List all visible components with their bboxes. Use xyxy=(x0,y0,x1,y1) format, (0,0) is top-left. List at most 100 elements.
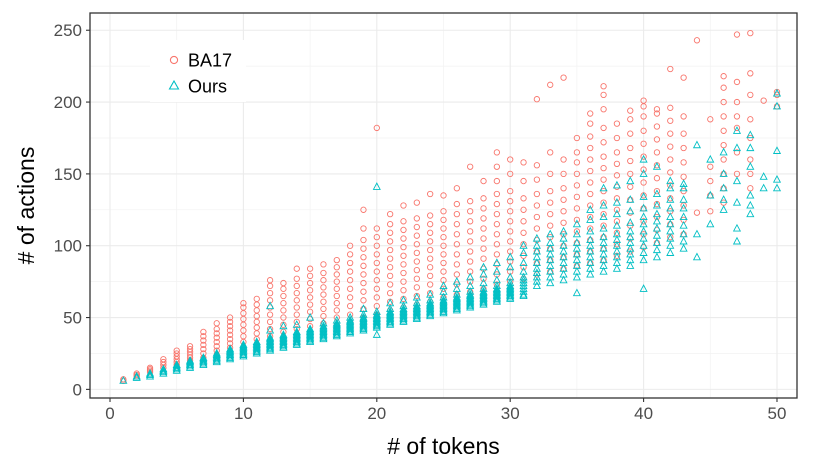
point-ours xyxy=(639,219,648,228)
point-ours xyxy=(586,215,595,223)
point-ba17 xyxy=(440,225,447,232)
point-ours xyxy=(746,130,755,139)
point-ba17 xyxy=(467,228,474,235)
point-ours xyxy=(466,281,475,289)
point-ours xyxy=(546,249,555,258)
point-ours xyxy=(479,269,488,278)
point-ours xyxy=(546,238,555,246)
point-ours xyxy=(532,264,541,272)
point-ours xyxy=(599,249,608,258)
point-ours xyxy=(372,330,381,338)
point-ours xyxy=(332,315,341,324)
point-ba17 xyxy=(733,113,741,120)
point-ba17 xyxy=(587,110,594,117)
point-ours xyxy=(159,366,168,374)
point-ours xyxy=(746,200,755,209)
point-ours xyxy=(466,287,475,295)
point-ours xyxy=(452,276,461,285)
point-ba17 xyxy=(680,74,687,81)
legend-key-ba17 xyxy=(169,55,179,65)
point-ba17 xyxy=(293,275,300,282)
point-ba17 xyxy=(627,130,634,137)
point-ours xyxy=(772,101,782,110)
point-ours xyxy=(306,324,315,333)
point-ours xyxy=(559,226,568,235)
point-ba17 xyxy=(346,268,354,275)
point-ours xyxy=(559,264,568,272)
point-ba17 xyxy=(560,185,567,192)
x-tick-label: 0 xyxy=(105,404,114,423)
point-ours xyxy=(252,337,261,346)
point-ba17 xyxy=(707,116,714,123)
point-ours xyxy=(626,261,635,269)
point-ba17 xyxy=(386,246,394,254)
point-ba17 xyxy=(493,241,501,248)
point-ba17 xyxy=(640,140,647,147)
point-ba17 xyxy=(573,216,581,224)
point-ba17 xyxy=(173,350,180,357)
point-ba17 xyxy=(547,187,554,195)
point-ba17 xyxy=(467,238,474,245)
y-axis-title: # of actions xyxy=(13,147,39,265)
point-ours xyxy=(439,287,448,295)
point-ours xyxy=(586,252,595,261)
point-ours xyxy=(239,341,248,350)
point-ba17 xyxy=(520,206,527,213)
point-ba17 xyxy=(560,74,567,81)
point-ba17 xyxy=(653,123,661,130)
point-ba17 xyxy=(507,218,514,225)
point-ours xyxy=(599,212,608,221)
legend-key-ours xyxy=(168,79,180,90)
point-ours xyxy=(719,169,728,177)
point-ours xyxy=(519,241,528,249)
point-ours xyxy=(572,261,581,269)
point-ba17 xyxy=(667,182,674,189)
point-ours xyxy=(666,226,675,235)
point-ours xyxy=(239,340,248,348)
point-ours xyxy=(492,275,501,284)
point-ours xyxy=(346,312,355,321)
legend-background xyxy=(150,40,246,102)
point-ours xyxy=(546,278,555,287)
point-ba17 xyxy=(547,149,554,156)
point-ba17 xyxy=(600,153,607,160)
point-ba17 xyxy=(306,294,314,301)
point-ba17 xyxy=(747,29,754,37)
point-ba17 xyxy=(653,136,661,143)
point-ba17 xyxy=(280,292,287,300)
point-ours xyxy=(532,268,541,277)
point-ours xyxy=(652,216,662,225)
point-ba17 xyxy=(266,318,274,326)
point-ours xyxy=(639,284,648,292)
point-ours xyxy=(626,206,635,215)
point-ba17 xyxy=(760,97,767,104)
point-ours xyxy=(466,272,475,281)
x-tick-label: 20 xyxy=(367,404,386,423)
point-ba17 xyxy=(573,193,581,201)
point-ours xyxy=(666,203,675,212)
point-ba17 xyxy=(507,198,514,205)
point-ba17 xyxy=(507,170,514,178)
point-ba17 xyxy=(667,65,674,73)
point-ours xyxy=(372,311,381,320)
point-ba17 xyxy=(293,311,300,318)
point-ours xyxy=(492,285,501,294)
point-ba17 xyxy=(440,268,447,275)
point-ba17 xyxy=(453,200,460,208)
y-tick-label: 50 xyxy=(63,309,82,328)
point-ba17 xyxy=(200,333,207,340)
point-ba17 xyxy=(467,163,474,170)
legend: BA17 Ours xyxy=(150,40,246,102)
point-ours xyxy=(679,243,688,252)
point-ours xyxy=(172,361,181,370)
point-ba17 xyxy=(600,83,607,90)
point-ba17 xyxy=(427,272,434,280)
point-ours xyxy=(572,219,581,228)
point-ba17 xyxy=(413,266,420,274)
point-ba17 xyxy=(640,127,647,134)
point-ba17 xyxy=(280,279,287,287)
point-ours xyxy=(732,176,742,185)
point-ours xyxy=(626,255,635,264)
point-ba17 xyxy=(400,244,407,251)
point-ours xyxy=(426,289,435,298)
